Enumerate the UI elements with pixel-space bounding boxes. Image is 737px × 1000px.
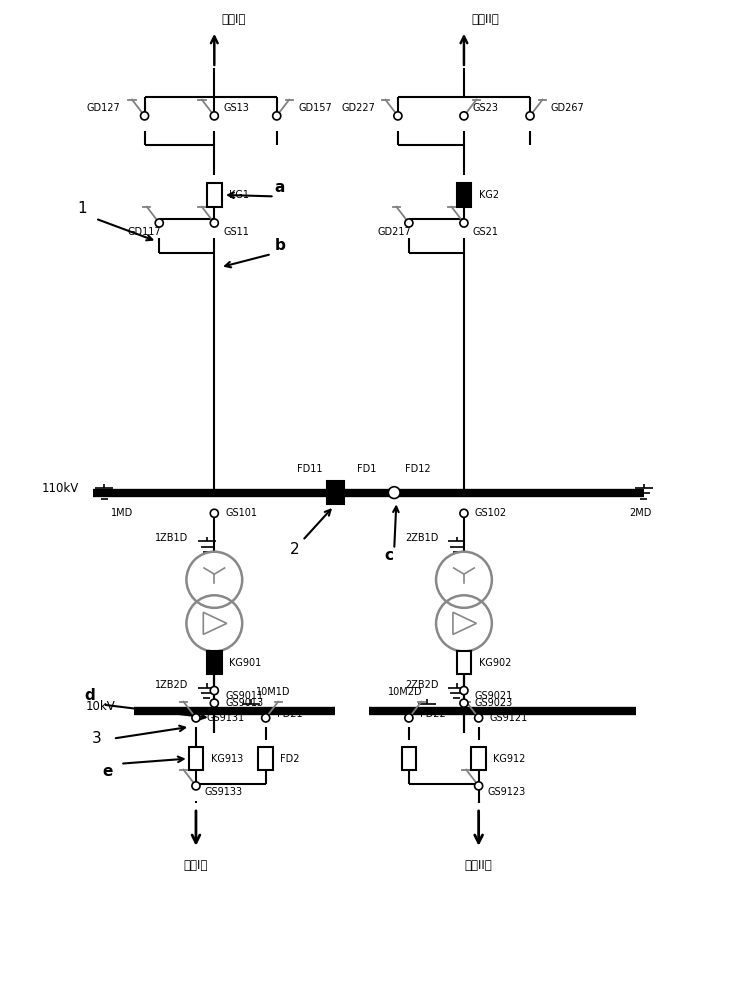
Text: 110kV: 110kV <box>41 482 78 495</box>
Text: b: b <box>274 238 285 253</box>
Circle shape <box>210 687 218 695</box>
Bar <box>471 747 486 770</box>
Circle shape <box>210 219 218 227</box>
Circle shape <box>475 714 483 722</box>
Text: 1ZB2D: 1ZB2D <box>156 680 189 690</box>
Text: GS9131: GS9131 <box>207 713 245 723</box>
Text: GD227: GD227 <box>342 103 376 113</box>
Text: 1: 1 <box>77 201 87 216</box>
Bar <box>457 183 471 207</box>
Text: GS23: GS23 <box>472 103 499 113</box>
Text: KG912: KG912 <box>493 754 525 764</box>
Text: 电力I线: 电力I线 <box>222 13 246 26</box>
Text: 10M1D: 10M1D <box>256 687 290 697</box>
Text: 香优I线: 香优I线 <box>184 859 208 872</box>
Text: GD127: GD127 <box>86 103 120 113</box>
Bar <box>259 747 273 770</box>
Text: KG902: KG902 <box>478 658 511 668</box>
Bar <box>207 651 222 674</box>
Text: FD12: FD12 <box>405 464 431 474</box>
Text: GD157: GD157 <box>298 103 332 113</box>
Circle shape <box>388 487 400 499</box>
Text: FD22: FD22 <box>420 709 446 719</box>
Text: GS9013: GS9013 <box>226 698 263 708</box>
Text: GS9021: GS9021 <box>475 691 513 701</box>
Text: 2ZB2D: 2ZB2D <box>405 680 439 690</box>
Text: c: c <box>385 548 394 563</box>
Text: 10M2D: 10M2D <box>388 687 422 697</box>
Text: 2MD: 2MD <box>629 508 652 518</box>
Text: a: a <box>274 180 285 195</box>
Text: 2: 2 <box>290 542 300 557</box>
Text: KG901: KG901 <box>229 658 261 668</box>
Circle shape <box>192 714 200 722</box>
Text: e: e <box>102 764 113 779</box>
Text: FD2: FD2 <box>280 754 300 764</box>
Bar <box>327 481 343 504</box>
Circle shape <box>405 219 413 227</box>
Circle shape <box>526 112 534 120</box>
Bar <box>207 183 222 207</box>
Text: GD117: GD117 <box>128 227 161 237</box>
Text: 1MD: 1MD <box>111 508 133 518</box>
Circle shape <box>192 782 200 790</box>
Circle shape <box>210 699 218 707</box>
Text: 3: 3 <box>92 731 102 746</box>
Bar <box>457 651 471 674</box>
Text: FD21: FD21 <box>276 709 302 719</box>
Text: FD11: FD11 <box>297 464 323 474</box>
Circle shape <box>262 714 270 722</box>
Circle shape <box>460 219 468 227</box>
Bar <box>189 747 203 770</box>
Text: 1ZB1D: 1ZB1D <box>156 533 189 543</box>
Circle shape <box>460 687 468 695</box>
Text: FD1: FD1 <box>357 464 377 474</box>
Bar <box>402 747 416 770</box>
Circle shape <box>273 112 281 120</box>
Text: 10kV: 10kV <box>85 700 115 713</box>
Text: GS11: GS11 <box>223 227 249 237</box>
Circle shape <box>460 509 468 517</box>
Text: 2ZB1D: 2ZB1D <box>405 533 439 543</box>
Text: GS101: GS101 <box>226 508 257 518</box>
Text: GS9123: GS9123 <box>487 787 525 797</box>
Text: GS102: GS102 <box>475 508 507 518</box>
Text: d: d <box>84 688 95 703</box>
Circle shape <box>405 714 413 722</box>
Text: GS21: GS21 <box>472 227 499 237</box>
Text: 香优II线: 香优II线 <box>465 859 492 872</box>
Circle shape <box>394 112 402 120</box>
Text: KG1: KG1 <box>229 190 249 200</box>
Text: GS9011: GS9011 <box>226 691 263 701</box>
Circle shape <box>141 112 149 120</box>
Text: GS9121: GS9121 <box>489 713 528 723</box>
Text: GD267: GD267 <box>551 103 584 113</box>
Circle shape <box>210 509 218 517</box>
Text: 电力II线: 电力II线 <box>471 13 499 26</box>
Text: GD217: GD217 <box>377 227 411 237</box>
Circle shape <box>460 699 468 707</box>
Text: KG913: KG913 <box>211 754 243 764</box>
Text: GS9023: GS9023 <box>475 698 513 708</box>
Circle shape <box>475 782 483 790</box>
Circle shape <box>460 112 468 120</box>
Circle shape <box>210 112 218 120</box>
Text: KG2: KG2 <box>478 190 499 200</box>
Text: GS9133: GS9133 <box>205 787 243 797</box>
Circle shape <box>156 219 164 227</box>
Text: GS13: GS13 <box>223 103 249 113</box>
